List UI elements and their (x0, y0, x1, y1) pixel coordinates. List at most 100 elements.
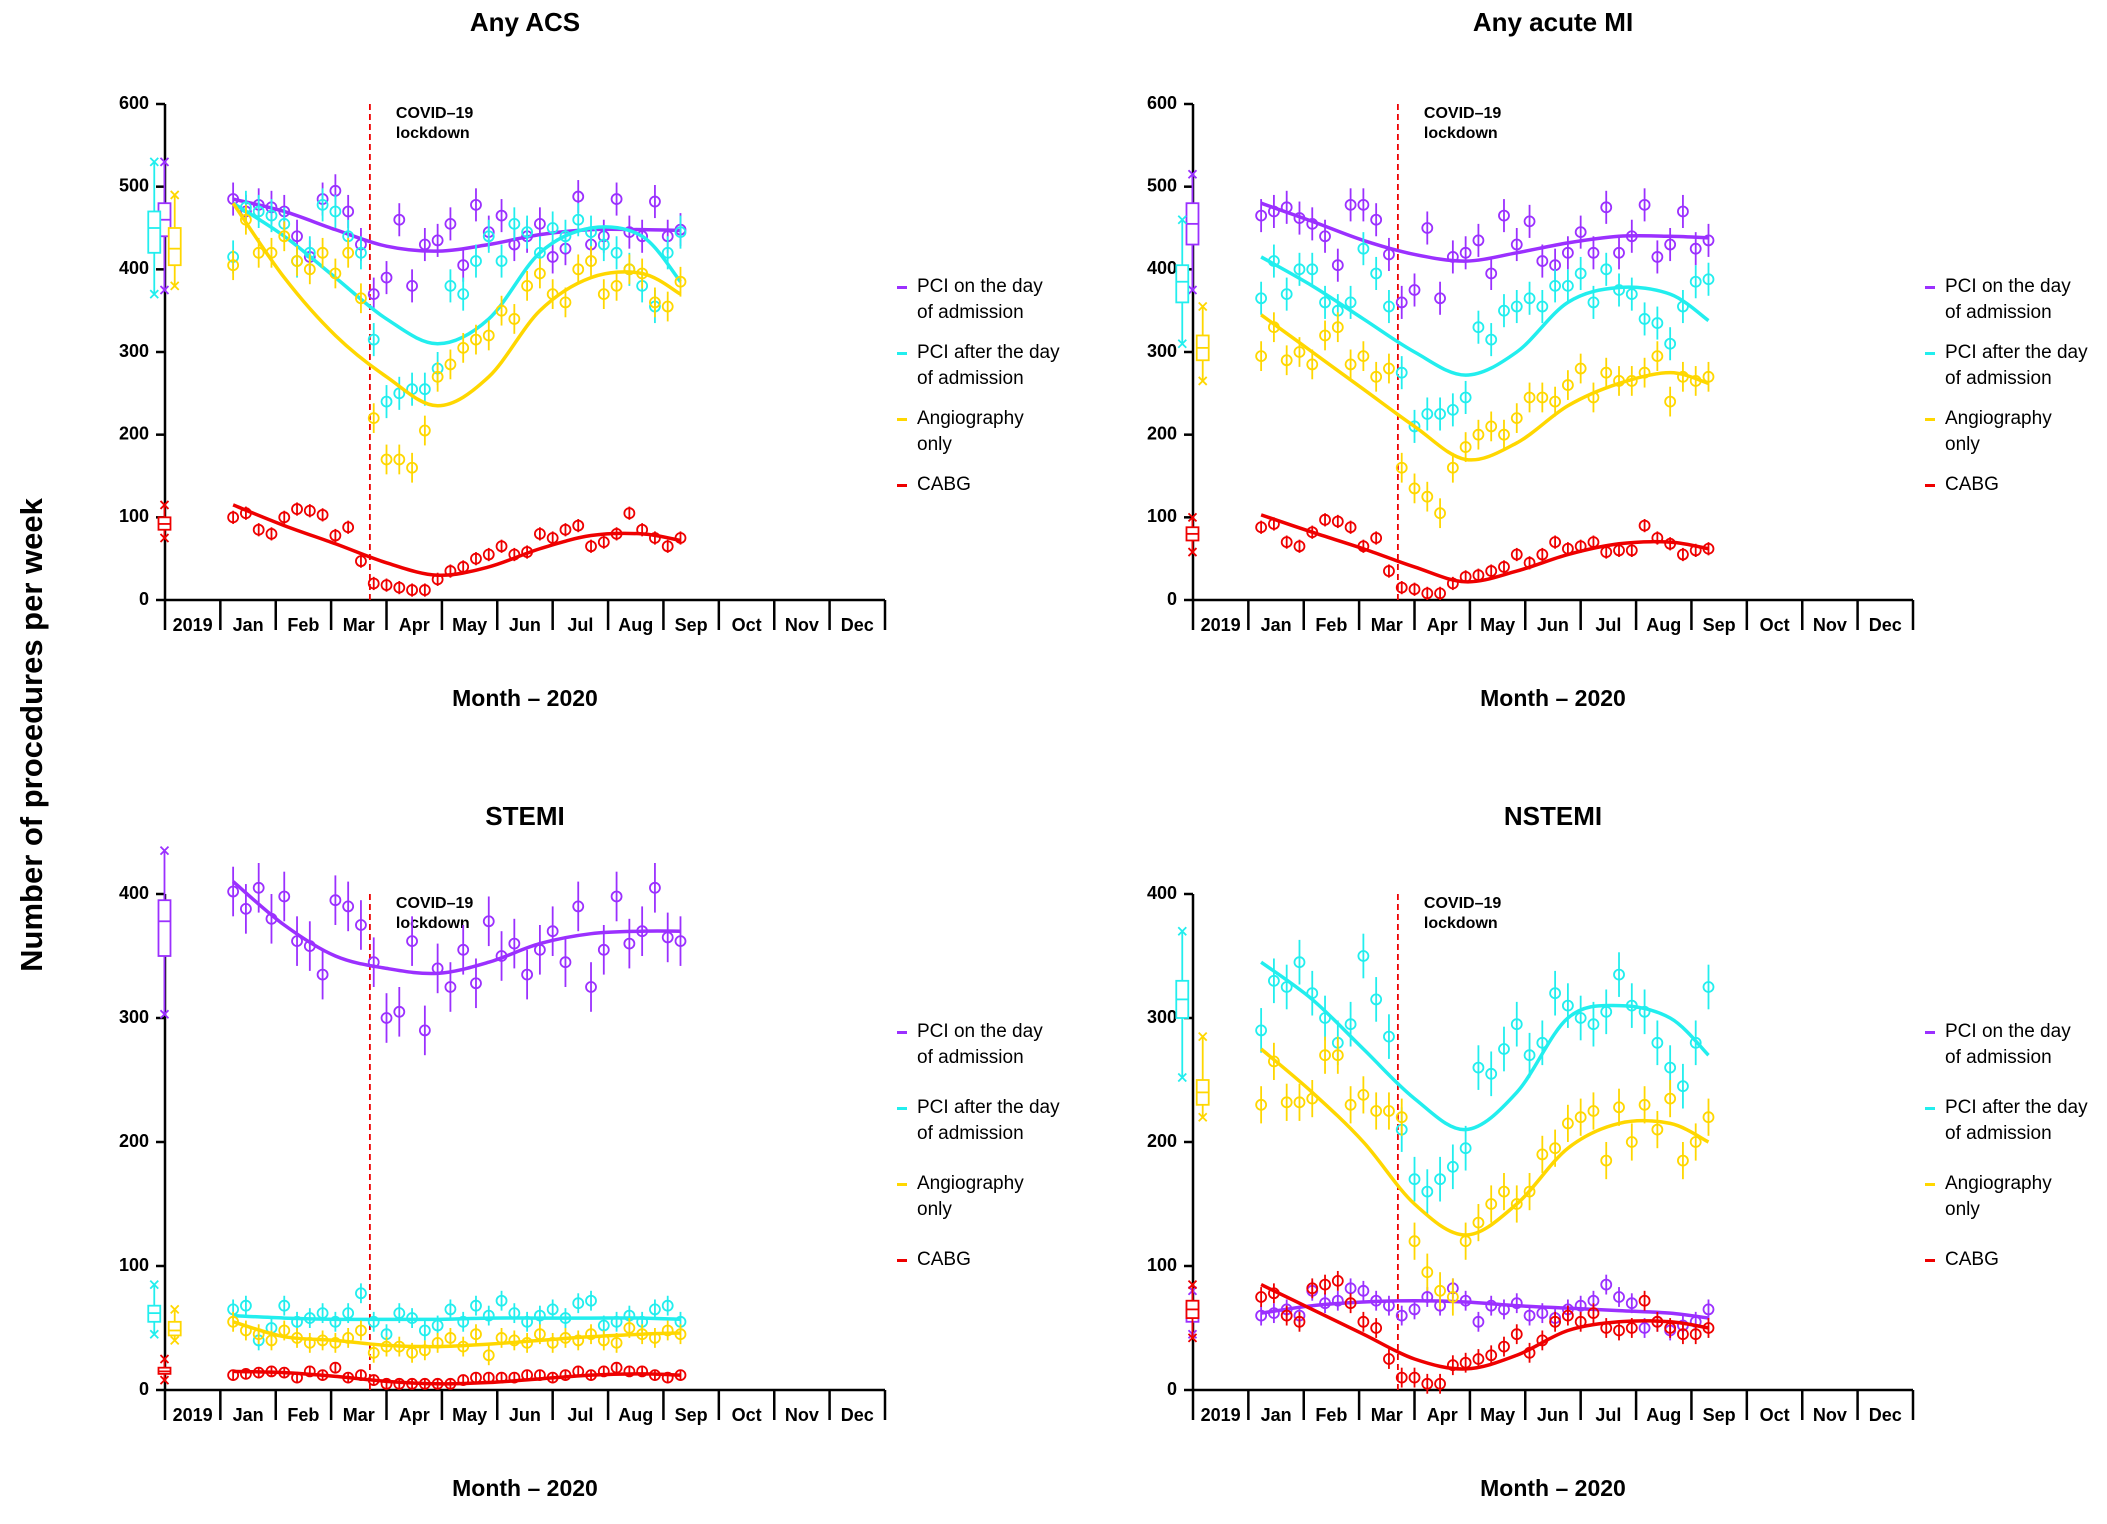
box (1175, 264, 1190, 304)
data-point (227, 259, 240, 272)
annotation: lockdown (396, 125, 470, 142)
data-point (1357, 1284, 1370, 1297)
data-point (444, 358, 457, 371)
data-point (1395, 1371, 1408, 1384)
legend-entry: PCI after the day of admission (897, 340, 1062, 392)
box-whisker-end (159, 285, 170, 295)
y-tick-label: 0 (139, 589, 149, 609)
data-point (1664, 1092, 1677, 1105)
data-point (610, 246, 623, 259)
legend-label: PCI after the day of admission (1945, 1097, 2088, 1144)
data-point (406, 461, 418, 474)
data-point (1459, 246, 1472, 259)
legend-marker (897, 1107, 907, 1110)
data-point (1574, 362, 1587, 375)
data-point (585, 255, 597, 267)
data-point (1319, 230, 1331, 243)
data-point (610, 193, 623, 205)
data-point (610, 279, 623, 292)
data-point (1600, 366, 1613, 379)
data-point (1638, 1294, 1651, 1307)
data-point (316, 968, 329, 981)
data-point (1383, 565, 1395, 577)
fit-line (233, 1313, 681, 1322)
data-point (291, 503, 303, 515)
data-point (367, 288, 380, 301)
x-tick-label: May (1480, 1405, 1515, 1425)
series (167, 1304, 687, 1366)
data-point (457, 1315, 470, 1328)
data-point (1408, 1371, 1421, 1384)
data-point (1702, 234, 1715, 247)
data-point (521, 279, 534, 292)
chart-title: STEMI (485, 801, 564, 831)
y-tick-label: 200 (1147, 1131, 1177, 1151)
data-point (1255, 1098, 1268, 1111)
data-point (1459, 1142, 1472, 1155)
data-point (674, 275, 687, 288)
data-point (1677, 1080, 1689, 1093)
x-tick-label: Mar (343, 615, 375, 635)
legend: PCI on the day of admission PCI after the… (1925, 1019, 2090, 1273)
data-point (367, 333, 380, 346)
legend-marker (1925, 1107, 1935, 1110)
data-point (1370, 532, 1383, 544)
data-point (380, 395, 393, 408)
data-point (227, 1369, 240, 1382)
data-point (1446, 1359, 1459, 1372)
data-point (1677, 205, 1689, 218)
chart-title: Any ACS (470, 7, 580, 37)
panel: STEMI Month – 2020 0 100 200 300 400 2019 Jan Feb… (119, 801, 887, 1501)
data-point (1587, 1018, 1600, 1031)
data-point (329, 894, 342, 907)
data-point (1549, 1142, 1562, 1155)
box-whisker-end (159, 1375, 170, 1385)
data-point (470, 333, 482, 346)
data-point (470, 1299, 482, 1312)
legend-label: PCI after the day of admission (1945, 342, 2088, 389)
box-whisker-end (159, 1354, 170, 1364)
chart-title: NSTEMI (1504, 801, 1602, 831)
data-point (1331, 259, 1344, 272)
data-point (1677, 1328, 1689, 1341)
series (1195, 301, 1715, 529)
x-tick-label: 2019 (173, 1405, 213, 1425)
series (1175, 215, 1715, 443)
box-whisker-end (1187, 512, 1198, 522)
data-point (303, 1365, 316, 1378)
data-point (1510, 1198, 1523, 1210)
data-point (495, 255, 508, 267)
data-point (597, 288, 610, 301)
data-point (1383, 1030, 1395, 1043)
data-point (1383, 300, 1395, 313)
data-point (1523, 292, 1536, 305)
fit-line (1260, 1283, 1709, 1371)
data-point (1549, 987, 1562, 1000)
data-point (1587, 296, 1600, 309)
data-point (1510, 1328, 1523, 1341)
data-point (303, 504, 316, 517)
data-point (1421, 490, 1434, 503)
data-point (1549, 279, 1562, 292)
legend-entry: PCI on the day of admission (1925, 274, 2090, 326)
x-tick-label: Feb (1315, 1405, 1347, 1425)
fit-line (1260, 313, 1710, 462)
data-point (1331, 1049, 1344, 1062)
data-point (1510, 548, 1523, 561)
data-point (1421, 222, 1434, 234)
data-point (1408, 420, 1421, 433)
data-point (546, 925, 559, 938)
legend-entry: Angiography only (897, 1171, 1062, 1223)
series (1175, 926, 1715, 1214)
y-tick-label: 200 (119, 1131, 149, 1151)
data-point (1510, 238, 1523, 251)
chart-title: Any acute MI (1473, 7, 1633, 37)
x-tick-label: Sep (675, 615, 708, 635)
data-point (1702, 981, 1715, 993)
data-point (1536, 255, 1549, 267)
legend-marker (897, 484, 907, 487)
data-point (1523, 391, 1536, 404)
data-point (533, 527, 546, 540)
box-whisker-end (170, 1304, 180, 1315)
data-point (1485, 333, 1498, 346)
